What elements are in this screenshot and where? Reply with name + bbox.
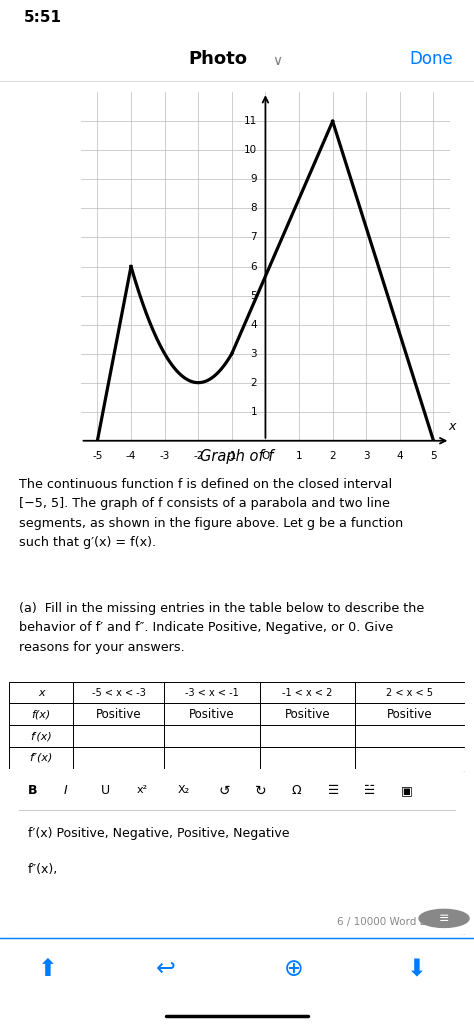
Bar: [164, 747, 260, 769]
FancyBboxPatch shape: [7, 771, 466, 936]
Text: U: U: [100, 784, 109, 797]
Circle shape: [419, 909, 469, 928]
Text: (a)  Fill in the missing entries in the table below to describe the
behavior of : (a) Fill in the missing entries in the t…: [19, 602, 424, 654]
Text: ⬆: ⬆: [37, 957, 57, 981]
Text: -1: -1: [227, 451, 237, 461]
Text: ↺: ↺: [219, 783, 230, 797]
Text: 7: 7: [250, 233, 257, 243]
Text: 1: 1: [250, 407, 257, 417]
Text: x: x: [448, 420, 456, 434]
Text: f′(x) Positive, Negative, Positive, Negative: f′(x) Positive, Negative, Positive, Nega…: [27, 826, 289, 839]
Text: x²: x²: [137, 785, 148, 795]
Text: -5: -5: [92, 451, 102, 461]
Bar: [356, 726, 465, 747]
Text: O: O: [261, 451, 270, 461]
Text: B: B: [27, 784, 37, 797]
Bar: [164, 682, 260, 703]
Text: 11: 11: [244, 116, 257, 126]
Text: ↻: ↻: [255, 783, 267, 797]
Text: ≡: ≡: [439, 912, 449, 925]
Text: 2 < x < 5: 2 < x < 5: [386, 688, 433, 698]
Text: ⊕: ⊕: [284, 957, 304, 981]
Bar: [9, 726, 73, 747]
Text: f(x): f(x): [32, 709, 51, 720]
Text: 3: 3: [250, 348, 257, 359]
Text: 10: 10: [244, 146, 257, 156]
Text: 3: 3: [363, 451, 370, 461]
Bar: [73, 703, 164, 726]
Text: x: x: [38, 688, 45, 698]
Text: Ω: Ω: [292, 784, 301, 797]
Text: ☱: ☱: [365, 784, 376, 797]
Text: 2: 2: [250, 377, 257, 387]
Text: ⬇: ⬇: [407, 957, 427, 981]
Text: Positive: Positive: [96, 708, 142, 721]
Text: Done: Done: [410, 50, 453, 68]
Text: -2: -2: [193, 451, 203, 461]
Text: 8: 8: [250, 203, 257, 213]
Text: f″(x): f″(x): [30, 752, 53, 763]
Text: 5:51: 5:51: [24, 10, 62, 26]
Text: f′(x): f′(x): [30, 731, 52, 741]
Text: 4: 4: [397, 451, 403, 461]
Text: Positive: Positive: [189, 708, 235, 721]
Text: -4: -4: [126, 451, 136, 461]
Text: -1 < x < 2: -1 < x < 2: [283, 688, 333, 698]
Text: -3 < x < -1: -3 < x < -1: [185, 688, 239, 698]
Text: I: I: [64, 784, 68, 797]
Bar: [9, 682, 73, 703]
Bar: [164, 703, 260, 726]
Text: 1: 1: [296, 451, 302, 461]
Text: The continuous function f is defined on the closed interval
[−5, 5]. The graph o: The continuous function f is defined on …: [19, 478, 403, 549]
Text: 5: 5: [430, 451, 437, 461]
Bar: [260, 682, 356, 703]
Bar: [73, 747, 164, 769]
Text: Positive: Positive: [285, 708, 330, 721]
Bar: [164, 726, 260, 747]
Text: Photo: Photo: [189, 50, 247, 68]
Text: 6: 6: [250, 261, 257, 272]
Text: Graph of f: Graph of f: [201, 449, 273, 463]
Bar: [260, 726, 356, 747]
Text: 6 / 10000 Word L: 6 / 10000 Word L: [337, 916, 426, 927]
Text: 5: 5: [250, 290, 257, 300]
Bar: [73, 682, 164, 703]
Text: -3: -3: [159, 451, 170, 461]
Bar: [356, 703, 465, 726]
Bar: [356, 682, 465, 703]
Text: ☰: ☰: [328, 784, 339, 797]
Text: 4: 4: [250, 320, 257, 330]
Text: ↩: ↩: [156, 957, 176, 981]
Bar: [260, 747, 356, 769]
Text: Positive: Positive: [387, 708, 433, 721]
Bar: [9, 747, 73, 769]
Bar: [73, 726, 164, 747]
Text: 2: 2: [329, 451, 336, 461]
Text: ∨: ∨: [273, 54, 283, 69]
Bar: [356, 747, 465, 769]
Text: ▣: ▣: [401, 784, 412, 797]
Text: 9: 9: [250, 174, 257, 184]
Text: f″(x),: f″(x),: [27, 863, 58, 875]
Text: X₂: X₂: [178, 785, 190, 795]
Text: -5 < x < -3: -5 < x < -3: [92, 688, 146, 698]
Bar: [260, 703, 356, 726]
Bar: [9, 703, 73, 726]
